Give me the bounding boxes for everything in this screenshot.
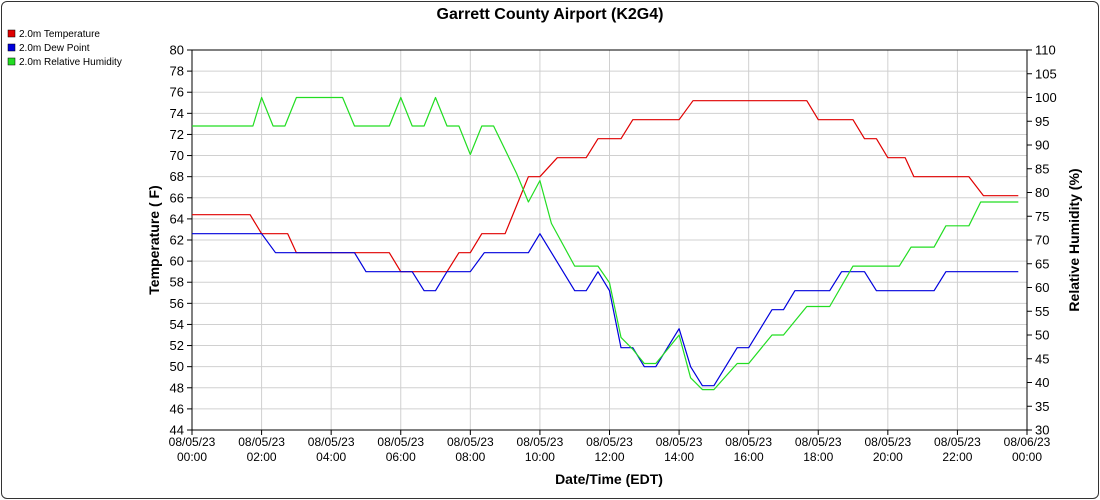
y-axis-left-label: Temperature ( F)	[146, 185, 162, 294]
x-tick-date: 08/05/23	[377, 435, 424, 449]
x-tick-date: 08/05/23	[308, 435, 355, 449]
y-right-tick-label: 110	[1035, 43, 1056, 58]
x-tick-time: 16:00	[734, 450, 764, 464]
y-left-tick-label: 52	[170, 338, 184, 353]
x-tick-time: 14:00	[664, 450, 694, 464]
y-right-tick-label: 100	[1035, 90, 1057, 105]
y-right-tick-label: 85	[1035, 161, 1049, 176]
x-tick-date: 08/05/23	[725, 435, 772, 449]
x-tick-date: 08/05/23	[795, 435, 842, 449]
y-right-tick-label: 35	[1035, 399, 1049, 414]
legend-swatch-relative-humidity	[7, 57, 16, 66]
y-left-tick-label: 64	[170, 211, 184, 226]
y-axis-right-label: Relative Humidity (%)	[1066, 168, 1082, 311]
legend-swatch-temperature	[7, 29, 16, 38]
x-tick-time: 00:00	[1012, 450, 1042, 464]
x-tick-date: 08/05/23	[238, 435, 285, 449]
y-left-tick-label: 66	[170, 190, 184, 205]
y-left-tick-label: 68	[170, 169, 184, 184]
y-right-tick-label: 70	[1035, 233, 1049, 248]
x-tick-time: 00:00	[177, 450, 207, 464]
y-left-tick-label: 48	[170, 380, 184, 395]
legend-item-temperature: 2.0m Temperature	[7, 29, 100, 40]
y-right-tick-label: 80	[1035, 185, 1049, 200]
legend-item-relative-humidity: 2.0m Relative Humidity	[7, 57, 122, 68]
y-left-tick-label: 78	[170, 64, 184, 79]
y-left-tick-label: 60	[170, 254, 184, 269]
y-right-tick-label: 95	[1035, 114, 1049, 129]
x-tick-time: 10:00	[525, 450, 555, 464]
x-axis-label: Date/Time (EDT)	[555, 471, 663, 487]
plot-area-border	[191, 49, 1028, 431]
y-left-tick-label: 62	[170, 233, 184, 248]
legend-swatch-dew-point	[7, 43, 16, 52]
axes: 44 46 48 50 52 54 56 58 60 62 64 66 68 70 72 74 76 78 80 30…	[169, 43, 1057, 465]
y-left-tick-label: 56	[170, 296, 184, 311]
legend-label-relative-humidity: 2.0m Relative Humidity	[19, 57, 122, 68]
x-tick-time: 22:00	[942, 450, 972, 464]
x-tick-date: 08/05/23	[864, 435, 911, 449]
x-tick-date: 08/05/23	[447, 435, 494, 449]
x-tick-time: 02:00	[247, 450, 277, 464]
x-tick-date: 08/05/23	[656, 435, 703, 449]
y-right-tick-label: 40	[1035, 375, 1049, 390]
y-left-tick-label: 72	[170, 127, 184, 142]
series-line-2-0m-dew-point	[192, 233, 1019, 387]
series-line-2-0m-temperature	[192, 100, 1019, 273]
x-tick-date: 08/05/23	[934, 435, 981, 449]
y-right-tick-label: 50	[1035, 328, 1049, 343]
x-tick-time: 20:00	[873, 450, 903, 464]
y-left-tick-label: 54	[170, 317, 184, 332]
series-lines	[192, 96, 1019, 391]
legend-item-dew-point: 2.0m Dew Point	[7, 43, 90, 54]
y-right-tick-label: 105	[1035, 66, 1057, 81]
x-tick-time: 18:00	[803, 450, 833, 464]
y-right-tick-label: 60	[1035, 280, 1049, 295]
legend: 2.0m Temperature 2.0m Dew Point 2.0m Rel…	[7, 29, 122, 68]
x-tick-date: 08/05/23	[169, 435, 216, 449]
y-left-tick-label: 44	[170, 423, 184, 438]
x-tick-date: 08/06/23	[1004, 435, 1051, 449]
y-left-tick-label: 70	[170, 148, 184, 163]
grid	[191, 49, 1028, 431]
chart-title: Garrett County Airport (K2G4)	[437, 6, 664, 23]
y-left-tick-label: 50	[170, 359, 184, 374]
x-tick-date: 08/05/23	[517, 435, 564, 449]
legend-label-dew-point: 2.0m Dew Point	[19, 43, 90, 54]
y-right-tick-label: 90	[1035, 138, 1049, 153]
y-left-tick-label: 74	[170, 106, 184, 121]
y-left-tick-label: 46	[170, 401, 184, 416]
x-tick-time: 08:00	[455, 450, 485, 464]
y-right-tick-label: 55	[1035, 304, 1049, 319]
x-tick-time: 12:00	[594, 450, 624, 464]
x-tick-time: 04:00	[316, 450, 346, 464]
x-tick-time: 06:00	[386, 450, 416, 464]
y-left-tick-label: 76	[170, 85, 184, 100]
x-tick-date: 08/05/23	[586, 435, 633, 449]
legend-label-temperature: 2.0m Temperature	[19, 29, 100, 40]
y-right-tick-label: 45	[1035, 351, 1049, 366]
y-left-tick-label: 58	[170, 275, 184, 290]
y-right-tick-label: 75	[1035, 209, 1049, 224]
y-right-tick-label: 30	[1035, 423, 1049, 438]
series-line-2-0m-relative-humidity	[192, 96, 1019, 391]
y-left-tick-label: 80	[170, 43, 184, 58]
y-right-tick-label: 65	[1035, 256, 1049, 271]
